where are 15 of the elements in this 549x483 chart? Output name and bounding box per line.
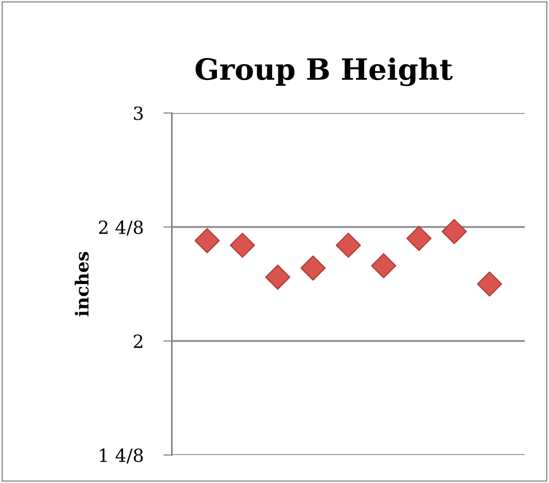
- point: [194, 228, 220, 254]
- point: [300, 255, 326, 281]
- point: [476, 271, 502, 297]
- point: [371, 253, 396, 278]
- y-tick-label: 2: [134, 334, 142, 348]
- y-axis-title: inches: [74, 252, 89, 316]
- point: [406, 226, 432, 251]
- chart-title: Group B Height: [196, 58, 453, 86]
- y-tick-label: 3: [134, 106, 143, 120]
- y-tick-label: 1 4/8: [100, 448, 143, 464]
- point: [265, 264, 290, 290]
- point: [442, 218, 467, 244]
- point: [336, 232, 361, 258]
- y-tick-label: 2 4/8: [99, 220, 143, 236]
- point: [230, 232, 256, 258]
